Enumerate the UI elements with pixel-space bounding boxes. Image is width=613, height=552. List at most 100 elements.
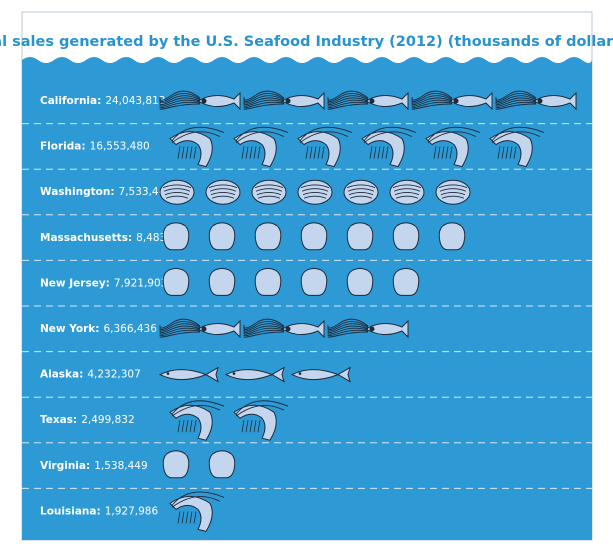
icon: [208, 222, 236, 251]
tentacle: [327, 101, 369, 109]
tentacle: [159, 327, 201, 335]
state-name: Louisiana:: [40, 505, 101, 517]
tentacle: [159, 103, 201, 110]
state-name: Florida:: [40, 141, 86, 153]
tentacle: [243, 95, 285, 104]
shrimp-body: [489, 131, 533, 168]
icon: [489, 126, 545, 168]
tentacle: [495, 99, 537, 107]
shrimp-body: [233, 131, 277, 168]
icon: [438, 222, 466, 251]
icon: [392, 267, 420, 296]
tentacle: [243, 323, 285, 332]
eye: [285, 326, 291, 332]
leg: [241, 146, 245, 159]
antenna: [427, 126, 481, 143]
squid-body: [533, 91, 577, 111]
tentacle: [243, 97, 285, 106]
squid-body: [365, 91, 409, 111]
value-label: 7,533,447: [119, 186, 172, 198]
icon: [343, 179, 379, 205]
value-label: 1,538,449: [94, 460, 147, 472]
leg: [317, 146, 321, 159]
tentacle: [243, 103, 285, 110]
eye: [201, 326, 207, 332]
icon: [208, 267, 236, 296]
scallop-shell: [300, 222, 328, 251]
scallop-shell: [254, 222, 282, 251]
state-name: New York:: [40, 323, 99, 335]
value-label: 2,499,832: [81, 414, 134, 426]
ridge: [209, 188, 237, 192]
scallop-shell: [392, 267, 420, 296]
scallop-shell: [162, 222, 190, 251]
squid-body: [449, 91, 493, 111]
leg: [309, 146, 313, 159]
icon: [346, 222, 374, 251]
ridge: [441, 195, 465, 199]
tentacle: [411, 90, 453, 101]
squid-body: [197, 91, 241, 111]
antenna: [491, 126, 545, 143]
icon: [392, 222, 420, 251]
leg: [245, 420, 249, 433]
tentacle: [411, 93, 453, 102]
tentacle: [159, 101, 201, 109]
state-name: California:: [40, 95, 101, 107]
ridge: [162, 184, 192, 189]
leg: [185, 146, 189, 159]
tentacle: [327, 323, 369, 332]
ridge: [438, 184, 468, 189]
icon: [162, 222, 190, 251]
scallop-shell: [392, 222, 420, 251]
ridge: [208, 184, 238, 189]
leg: [497, 146, 501, 159]
tentacle: [327, 327, 369, 335]
tentacle: [243, 90, 285, 101]
leg: [513, 146, 517, 159]
leg: [449, 146, 453, 159]
leg: [181, 146, 185, 159]
ridge: [256, 192, 282, 196]
icon: [169, 126, 225, 168]
tentacle: [327, 95, 369, 104]
tentacle: [495, 103, 537, 110]
scallop-shell: [208, 222, 236, 251]
icon: [300, 222, 328, 251]
tentacle: [411, 99, 453, 107]
icon: [411, 90, 493, 111]
ridge: [303, 195, 327, 199]
leg: [177, 420, 181, 433]
state-name: Texas:: [40, 414, 77, 426]
leg: [509, 146, 513, 159]
tentacle: [159, 323, 201, 332]
eye: [166, 372, 170, 375]
eye: [537, 98, 543, 104]
leg: [433, 146, 437, 159]
icon: [208, 450, 236, 479]
leg: [445, 146, 449, 159]
antenna: [299, 126, 353, 143]
shrimp-body: [169, 404, 213, 441]
tentacle: [243, 331, 285, 338]
antenna: [235, 400, 289, 417]
scallop-shell: [162, 450, 190, 479]
ridge: [302, 192, 328, 196]
state-name: Massachusetts:: [40, 232, 132, 244]
antenna: [363, 126, 417, 143]
icon: [243, 318, 325, 339]
icon: [233, 126, 289, 168]
value-label: 6,366,436: [103, 323, 157, 335]
leg: [193, 420, 197, 433]
row-label: Louisiana: 1,927,986: [40, 505, 158, 517]
tentacle: [243, 101, 285, 109]
antenna: [171, 126, 225, 143]
tentacle: [327, 321, 369, 330]
shrimp-body: [425, 131, 469, 168]
fish-body: [224, 366, 285, 383]
value-label: 16,553,480: [90, 141, 150, 153]
ridge: [393, 188, 421, 192]
tentacle: [495, 97, 537, 106]
tentacle: [243, 327, 285, 335]
tentacle: [327, 329, 369, 337]
